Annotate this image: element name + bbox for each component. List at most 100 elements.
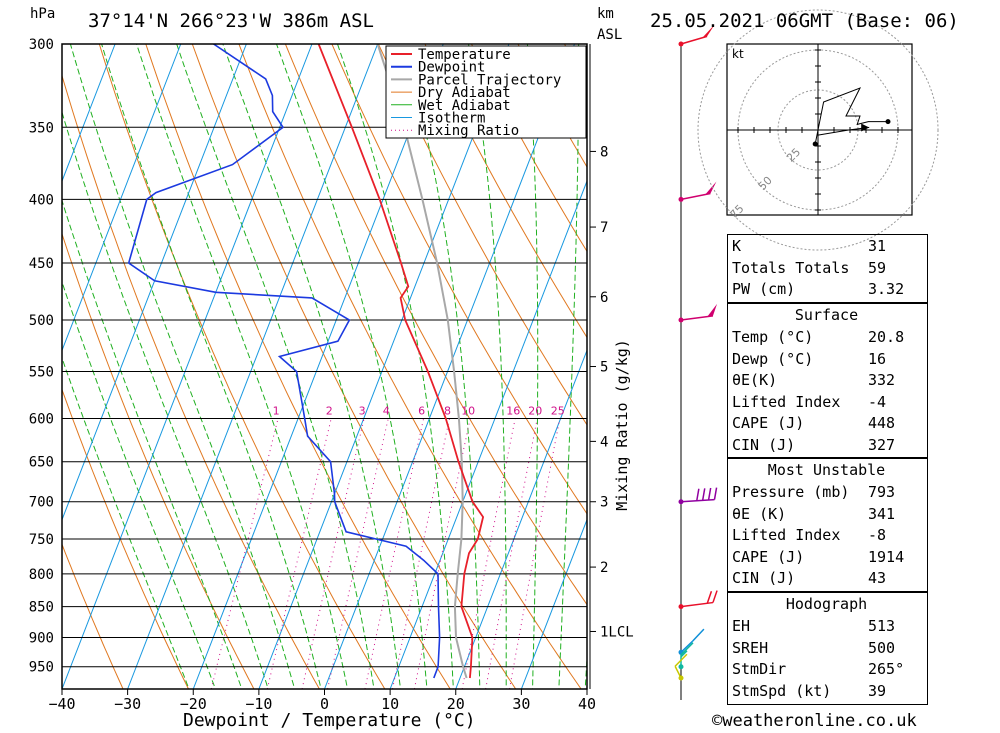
parcel-trajectory-line — [376, 44, 468, 679]
index-row: EH 513 — [728, 616, 926, 638]
wet-adiabat-line — [468, 44, 507, 689]
mixing-ratio-line — [301, 418, 365, 689]
isotherm-line — [62, 44, 116, 183]
index-row: K 31 — [728, 236, 926, 258]
mixing-ratio-label: 16 — [506, 404, 520, 417]
indices-hodograph-box — [727, 591, 928, 705]
index-row: θE(K) 332 — [728, 370, 926, 392]
mixing-ratio-line — [413, 418, 471, 689]
dry-adiabat-line — [191, 44, 517, 689]
dry-adiabat-line — [983, 44, 1000, 689]
isotherm-line — [258, 44, 510, 689]
wind-barb-pennant — [702, 24, 715, 38]
index-label: StmSpd (kt) — [732, 681, 832, 700]
wind-barb-flag — [692, 628, 705, 642]
index-label: Dewp (°C) — [732, 349, 814, 368]
height-unit-label: km — [597, 6, 614, 22]
indices-surface-table: Temp (°C) 20.8 Dewp (°C) 16 θE(K) 332 Lifte… — [728, 327, 926, 456]
wet-adiabat-line — [62, 110, 269, 689]
legend-entry: Parcel Trajectory — [418, 72, 561, 88]
isotherm-line — [62, 44, 182, 352]
index-label: θE(K) — [732, 371, 778, 389]
x-tick-label: 30 — [512, 695, 530, 713]
mixing-ratio-label: 25 — [551, 404, 565, 417]
mixing-ratio-label: 1 — [273, 404, 280, 417]
mixing-ratio-label: 8 — [444, 404, 451, 417]
index-value: -8 — [868, 526, 887, 544]
hodograph-end-dot — [885, 119, 891, 125]
wind-barb-staff — [680, 192, 711, 201]
height-tick-label: 8 — [600, 144, 608, 160]
storm-motion-arrow — [861, 123, 870, 132]
wind-level-dot — [678, 604, 684, 610]
mixing-ratio-label: 6 — [418, 404, 425, 417]
height-tick-label: 1LCL — [600, 624, 634, 640]
mixing-ratio-label: 2 — [326, 404, 333, 417]
legend-entry: Temperature — [418, 47, 511, 63]
pressure-tick-label: 700 — [29, 495, 54, 511]
wind-barb — [674, 653, 688, 681]
datetime-title: 25.05.2021 06GMT (Base: 06) — [650, 10, 959, 32]
x-tick-label: −40 — [48, 695, 75, 713]
wind-barb — [678, 303, 718, 323]
index-row: StmSpd (kt) 39 — [728, 681, 926, 703]
isotherm-line — [62, 44, 313, 689]
dry-adiabat-line — [145, 44, 451, 689]
legend-entry: Wet Adiabat — [418, 98, 511, 114]
index-label: Pressure (mb) — [732, 483, 850, 501]
indices-unstable-table: Pressure (mb) 793 θE (K) 341 Lifted Index -… — [728, 482, 926, 590]
index-row: CAPE (J) 1914 — [728, 547, 926, 569]
pressure-tick-label: 650 — [29, 455, 54, 471]
index-label: Lifted Index — [732, 392, 841, 411]
index-label: CAPE (J) — [732, 547, 805, 566]
index-value: 500 — [868, 638, 896, 657]
index-row: CIN (J) 43 — [728, 568, 926, 590]
pressure-tick-label: 950 — [29, 660, 54, 676]
wet-adiabat-line — [101, 44, 322, 689]
pressure-tick-label: 350 — [29, 120, 54, 136]
wet-adiabat-line — [402, 44, 481, 689]
mixing-ratio-line — [509, 418, 561, 689]
dry-adiabat-line — [424, 44, 587, 339]
index-label: SREH — [732, 638, 769, 657]
legend-entry: Dry Adiabat — [418, 85, 511, 101]
isotherm-line — [455, 348, 587, 689]
pressure-tick-label: 900 — [29, 631, 54, 647]
legend-entry: Isotherm — [418, 111, 485, 127]
isotherm-line — [324, 44, 575, 689]
wind-level-dot — [678, 196, 684, 202]
wind-level-dot — [678, 664, 684, 670]
pressure-tick-label: 550 — [29, 364, 54, 380]
wind-barb-staff — [680, 640, 694, 653]
wind-barb-flag — [680, 642, 694, 656]
isotherm-line — [192, 44, 444, 689]
pressure-unit-label: hPa — [30, 6, 56, 22]
wet-adiabat-line — [558, 44, 580, 689]
dry-adiabat-line — [62, 232, 255, 689]
index-value: 16 — [868, 349, 887, 368]
wind-level-dot — [678, 675, 684, 681]
index-value: 3.32 — [868, 280, 905, 298]
wind-barb-flag — [707, 487, 712, 501]
indices-unstable-box — [727, 457, 928, 593]
copyright-footer[interactable]: ©weatheronline.co.uk — [712, 711, 917, 731]
x-tick-label: 40 — [578, 695, 596, 713]
wind-barb-staff — [680, 315, 714, 321]
index-row: StmDir 265° — [728, 659, 926, 681]
index-value: 448 — [868, 414, 896, 432]
wet-adiabat-line — [69, 44, 296, 689]
hodograph-unit-label: kt — [732, 47, 744, 61]
wind-barb-flag — [674, 653, 688, 667]
dry-adiabat-line — [377, 44, 587, 426]
wet-adiabat-line — [136, 44, 349, 689]
index-label: EH — [732, 617, 751, 635]
index-value: 39 — [868, 681, 887, 700]
x-tick-label: −10 — [245, 695, 272, 713]
dewpoint-line — [127, 44, 441, 679]
index-label: CAPE (J) — [732, 414, 805, 432]
height-tick-label: 6 — [600, 290, 608, 306]
index-value: 332 — [868, 371, 896, 389]
mixing-ratio-label: 3 — [359, 404, 366, 417]
pressure-tick-label: 300 — [29, 37, 54, 53]
height-tick-label: 2 — [600, 560, 608, 576]
